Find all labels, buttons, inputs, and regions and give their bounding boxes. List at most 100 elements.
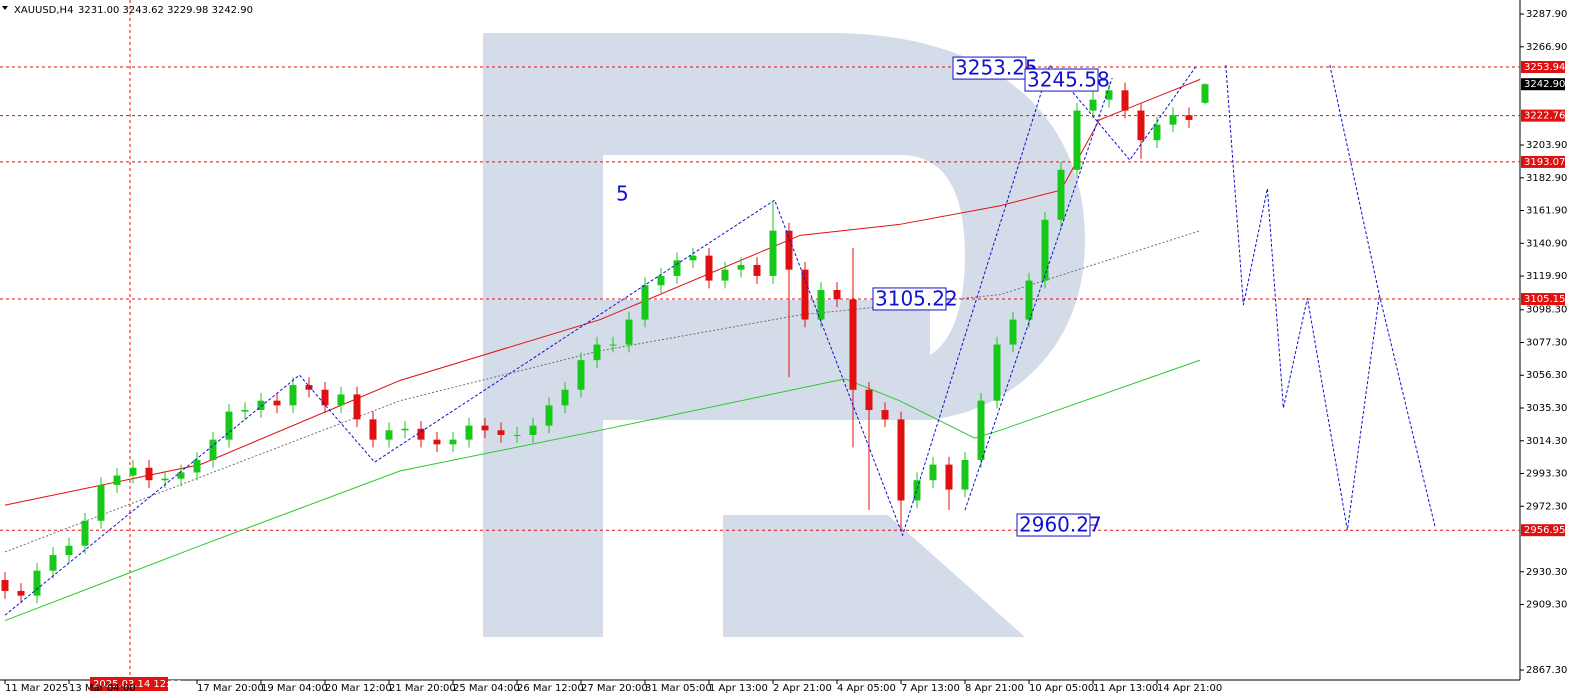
annotation-label: 2960.27	[1019, 513, 1102, 537]
y-tick-label: 3266.90	[1526, 42, 1567, 53]
candle-body	[1137, 110, 1145, 141]
candle-body	[97, 484, 105, 521]
y-tick-label: 3119.90	[1526, 271, 1567, 282]
candle-body	[353, 394, 361, 420]
price-tag	[1521, 78, 1565, 91]
y-tick-label: 2972.30	[1526, 501, 1567, 512]
candle-body	[257, 400, 265, 411]
y-tick-label: 3098.30	[1526, 305, 1567, 316]
y-tick-label: 3056.30	[1526, 370, 1567, 381]
x-tick-label: 4 Apr 05:00	[837, 683, 896, 694]
candle-body	[433, 439, 441, 445]
x-tick-label: 11 Apr 13:00	[1093, 683, 1158, 694]
candle-body	[465, 425, 473, 440]
candle-body	[497, 430, 505, 435]
y-tick-label: 2930.30	[1526, 567, 1567, 578]
candle-body	[913, 480, 921, 501]
x-tick-label: 7 Apr 13:00	[901, 683, 960, 694]
level-tag-label: 3105.15	[1524, 294, 1565, 305]
candle-body	[337, 394, 345, 406]
candle-body	[177, 472, 185, 479]
candle-body	[449, 439, 457, 445]
candle-body	[145, 467, 153, 481]
x-tick-label: 8 Apr 21:00	[965, 683, 1024, 694]
candle-body	[49, 555, 57, 571]
x-tick-label: 26 Mar 12:00	[517, 683, 584, 694]
candle-body	[1201, 84, 1209, 103]
candle-body	[561, 389, 569, 406]
candle-body	[225, 411, 233, 440]
candle-body	[1073, 110, 1081, 170]
candle-body	[945, 464, 953, 490]
candle-body	[673, 260, 681, 276]
candle-body	[865, 389, 873, 411]
chart-title: XAUUSD,H4	[14, 5, 73, 16]
candle-body	[801, 269, 809, 320]
level-tag	[1521, 293, 1565, 306]
candle-body	[1169, 115, 1177, 125]
wave-path	[1225, 65, 1380, 531]
candle-body	[1057, 169, 1065, 220]
candle-body	[193, 459, 201, 473]
candle-body	[241, 410, 249, 412]
x-tick-label: 27 Mar 20:00	[581, 683, 648, 694]
y-tick-label: 3035.30	[1526, 403, 1567, 414]
candle-body	[545, 405, 553, 426]
candle-body	[849, 299, 857, 390]
crosshair-tag	[90, 677, 168, 691]
y-tick-label: 3161.90	[1526, 206, 1567, 217]
candle-body	[305, 385, 313, 390]
annotation-label: 3105.22	[875, 286, 958, 310]
x-tick-label: 1 Apr 13:00	[709, 683, 768, 694]
y-tick-label: 3014.30	[1526, 436, 1567, 447]
candle-body	[417, 428, 425, 440]
candle-body	[321, 389, 329, 406]
candle-body	[113, 475, 121, 485]
x-tick-label: 13 Mar 04:00	[69, 683, 136, 694]
wave-path	[1329, 64, 1436, 529]
candle-body	[993, 344, 1001, 401]
candle-body	[17, 590, 25, 596]
candle-body	[1105, 90, 1113, 100]
candle-body	[33, 570, 41, 596]
wave-path	[4, 64, 1198, 616]
candle-body	[625, 319, 633, 345]
candle-body	[609, 344, 617, 346]
candle-body	[385, 430, 393, 440]
menu-arrow	[2, 6, 8, 10]
candle-body	[961, 459, 969, 490]
candle-body	[513, 434, 521, 436]
candle-body	[129, 467, 137, 476]
candle-body	[273, 400, 281, 406]
wave-path	[964, 77, 1113, 511]
x-tick-label: 2 Apr 21:00	[773, 683, 832, 694]
candle-body	[1041, 219, 1049, 281]
x-tick-label: 17 Mar 20:00	[197, 683, 264, 694]
y-tick-label: 3077.30	[1526, 337, 1567, 348]
candle-body	[737, 264, 745, 270]
candle-body	[65, 545, 73, 556]
candle-body	[289, 385, 297, 406]
x-tick-label: 20 Mar 12:00	[325, 683, 392, 694]
x-tick-label: 14 Apr 21:00	[1157, 683, 1222, 694]
candle-body	[1121, 90, 1129, 111]
level-tag	[1521, 524, 1565, 537]
level-tag-label: 3222.76	[1524, 111, 1565, 122]
candle-body	[369, 419, 377, 440]
candle-body	[753, 264, 761, 276]
candle-body	[1185, 115, 1193, 120]
candle-body	[1089, 99, 1097, 111]
level-tag-label: 3253.94	[1524, 62, 1565, 73]
candle-body	[721, 269, 729, 281]
x-tick-label: 31 Mar 05:00	[645, 683, 712, 694]
candle-body	[657, 275, 665, 286]
candle-body	[161, 478, 169, 481]
candle-body	[897, 419, 905, 501]
candle-body	[1153, 124, 1161, 141]
candle-body	[769, 230, 777, 276]
annotation-label: 3245.58	[1027, 68, 1110, 92]
candle-body	[1025, 280, 1033, 320]
candle-body	[209, 439, 217, 460]
level-tag	[1521, 61, 1565, 74]
wave-label: 5	[616, 182, 629, 206]
